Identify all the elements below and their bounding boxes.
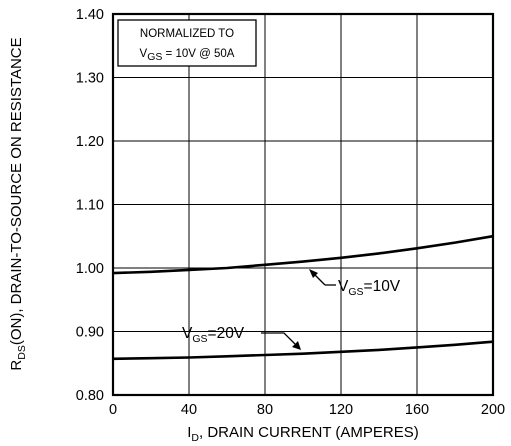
x-tick-label: 200 bbox=[481, 402, 505, 418]
y-tick-label: 0.80 bbox=[76, 388, 104, 404]
normalization-note: NORMALIZED TO VGS = 10V @ 50A bbox=[117, 19, 257, 67]
y-tick-label: 1.10 bbox=[76, 198, 104, 214]
x-tick-label: 0 bbox=[109, 402, 117, 418]
note-line-1: NORMALIZED TO bbox=[140, 28, 234, 40]
y-tick-label: 1.20 bbox=[76, 134, 104, 150]
y-tick-label: 1.40 bbox=[76, 7, 104, 23]
x-axis-title: ID, DRAIN CURRENT (AMPERES) bbox=[187, 424, 419, 444]
series-line-1 bbox=[112, 340, 494, 361]
series-line-0 bbox=[112, 234, 494, 275]
y-axis-title: RDS(ON), DRAIN-TO-SOURCE ON RESISTANCE bbox=[8, 37, 28, 370]
note-box bbox=[117, 19, 257, 67]
x-tick-labels: 0 40 80 120 160 200 bbox=[109, 402, 505, 418]
y-tick-labels: 0.80 0.90 1.00 1.10 1.20 1.30 1.40 bbox=[76, 7, 104, 404]
leader-vgs20 bbox=[261, 332, 296, 345]
series-curves bbox=[112, 234, 494, 361]
y-tick-label: 1.30 bbox=[76, 71, 104, 87]
y-tick-label: 0.90 bbox=[76, 325, 104, 341]
x-tick-label: 40 bbox=[181, 402, 197, 418]
plot-frame bbox=[111, 12, 495, 397]
note-line-2: VGS = 10V @ 50A bbox=[140, 48, 235, 63]
series-label-vgs10: VGS=10V bbox=[338, 278, 401, 298]
grid-lines bbox=[112, 13, 494, 396]
x-tick-label: 120 bbox=[329, 402, 353, 418]
x-tick-label: 80 bbox=[257, 402, 273, 418]
arrowhead-vgs10 bbox=[309, 269, 318, 278]
leader-vgs10 bbox=[313, 273, 326, 286]
arrowhead-vgs20 bbox=[292, 341, 301, 350]
y-tick-label: 1.00 bbox=[76, 261, 104, 277]
series-label-vgs20: VGS=20V bbox=[182, 325, 245, 345]
x-tick-label: 160 bbox=[405, 402, 429, 418]
